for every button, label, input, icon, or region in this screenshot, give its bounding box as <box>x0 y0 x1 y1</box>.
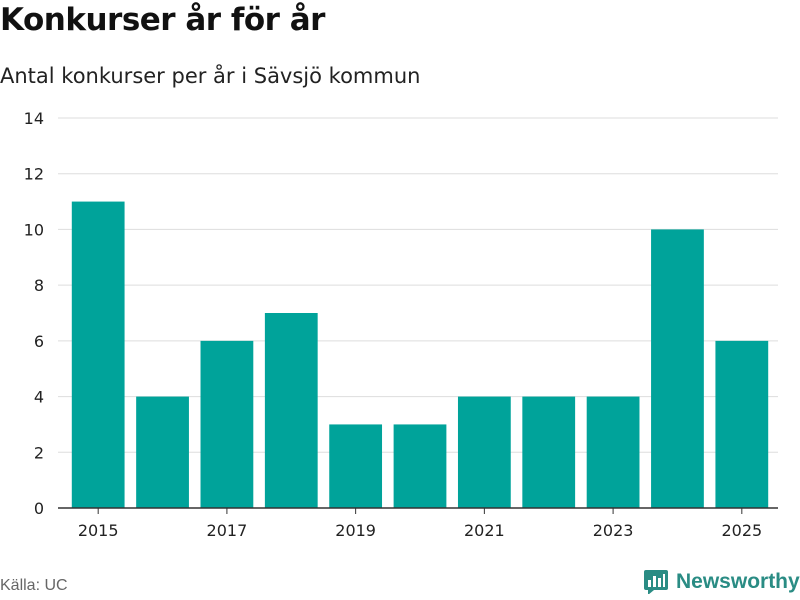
x-tick-label: 2015 <box>78 521 119 540</box>
newsworthy-icon <box>644 570 668 594</box>
chart-title: Konkurser år för år <box>0 2 325 38</box>
x-tick-label: 2017 <box>207 521 248 540</box>
y-tick-label: 2 <box>34 443 44 462</box>
brand-name: Newsworthy <box>676 570 800 593</box>
bar <box>329 424 383 508</box>
bar-chart: 0 2 4 6 8 10 12 14 2015 2017 2019 2021 2023 2025 <box>24 109 778 540</box>
x-tick-label: 2021 <box>464 521 505 540</box>
brand-logo: Newsworthy <box>644 570 800 594</box>
bar <box>136 396 189 508</box>
chart-subtitle: Antal konkurser per år i Sävsjö kommun <box>0 64 421 88</box>
source-label: Källa: UC <box>0 577 68 594</box>
y-tick-label: 4 <box>34 388 44 407</box>
x-tick-label: 2025 <box>721 521 762 540</box>
x-tick-label: 2023 <box>593 521 634 540</box>
bar <box>651 229 704 508</box>
bar <box>715 340 769 508</box>
bar <box>586 396 640 508</box>
bar <box>200 340 254 508</box>
y-tick-label: 8 <box>34 276 44 295</box>
y-tick-label: 0 <box>34 499 44 518</box>
bar <box>457 396 511 508</box>
bar <box>393 424 447 508</box>
y-tick-label: 12 <box>24 165 44 184</box>
bar <box>264 313 318 508</box>
bar <box>71 201 125 509</box>
y-tick-label: 10 <box>24 220 44 239</box>
y-tick-label: 14 <box>24 109 44 128</box>
bar <box>522 396 576 508</box>
y-tick-label: 6 <box>34 332 44 351</box>
x-tick-label: 2019 <box>335 521 376 540</box>
